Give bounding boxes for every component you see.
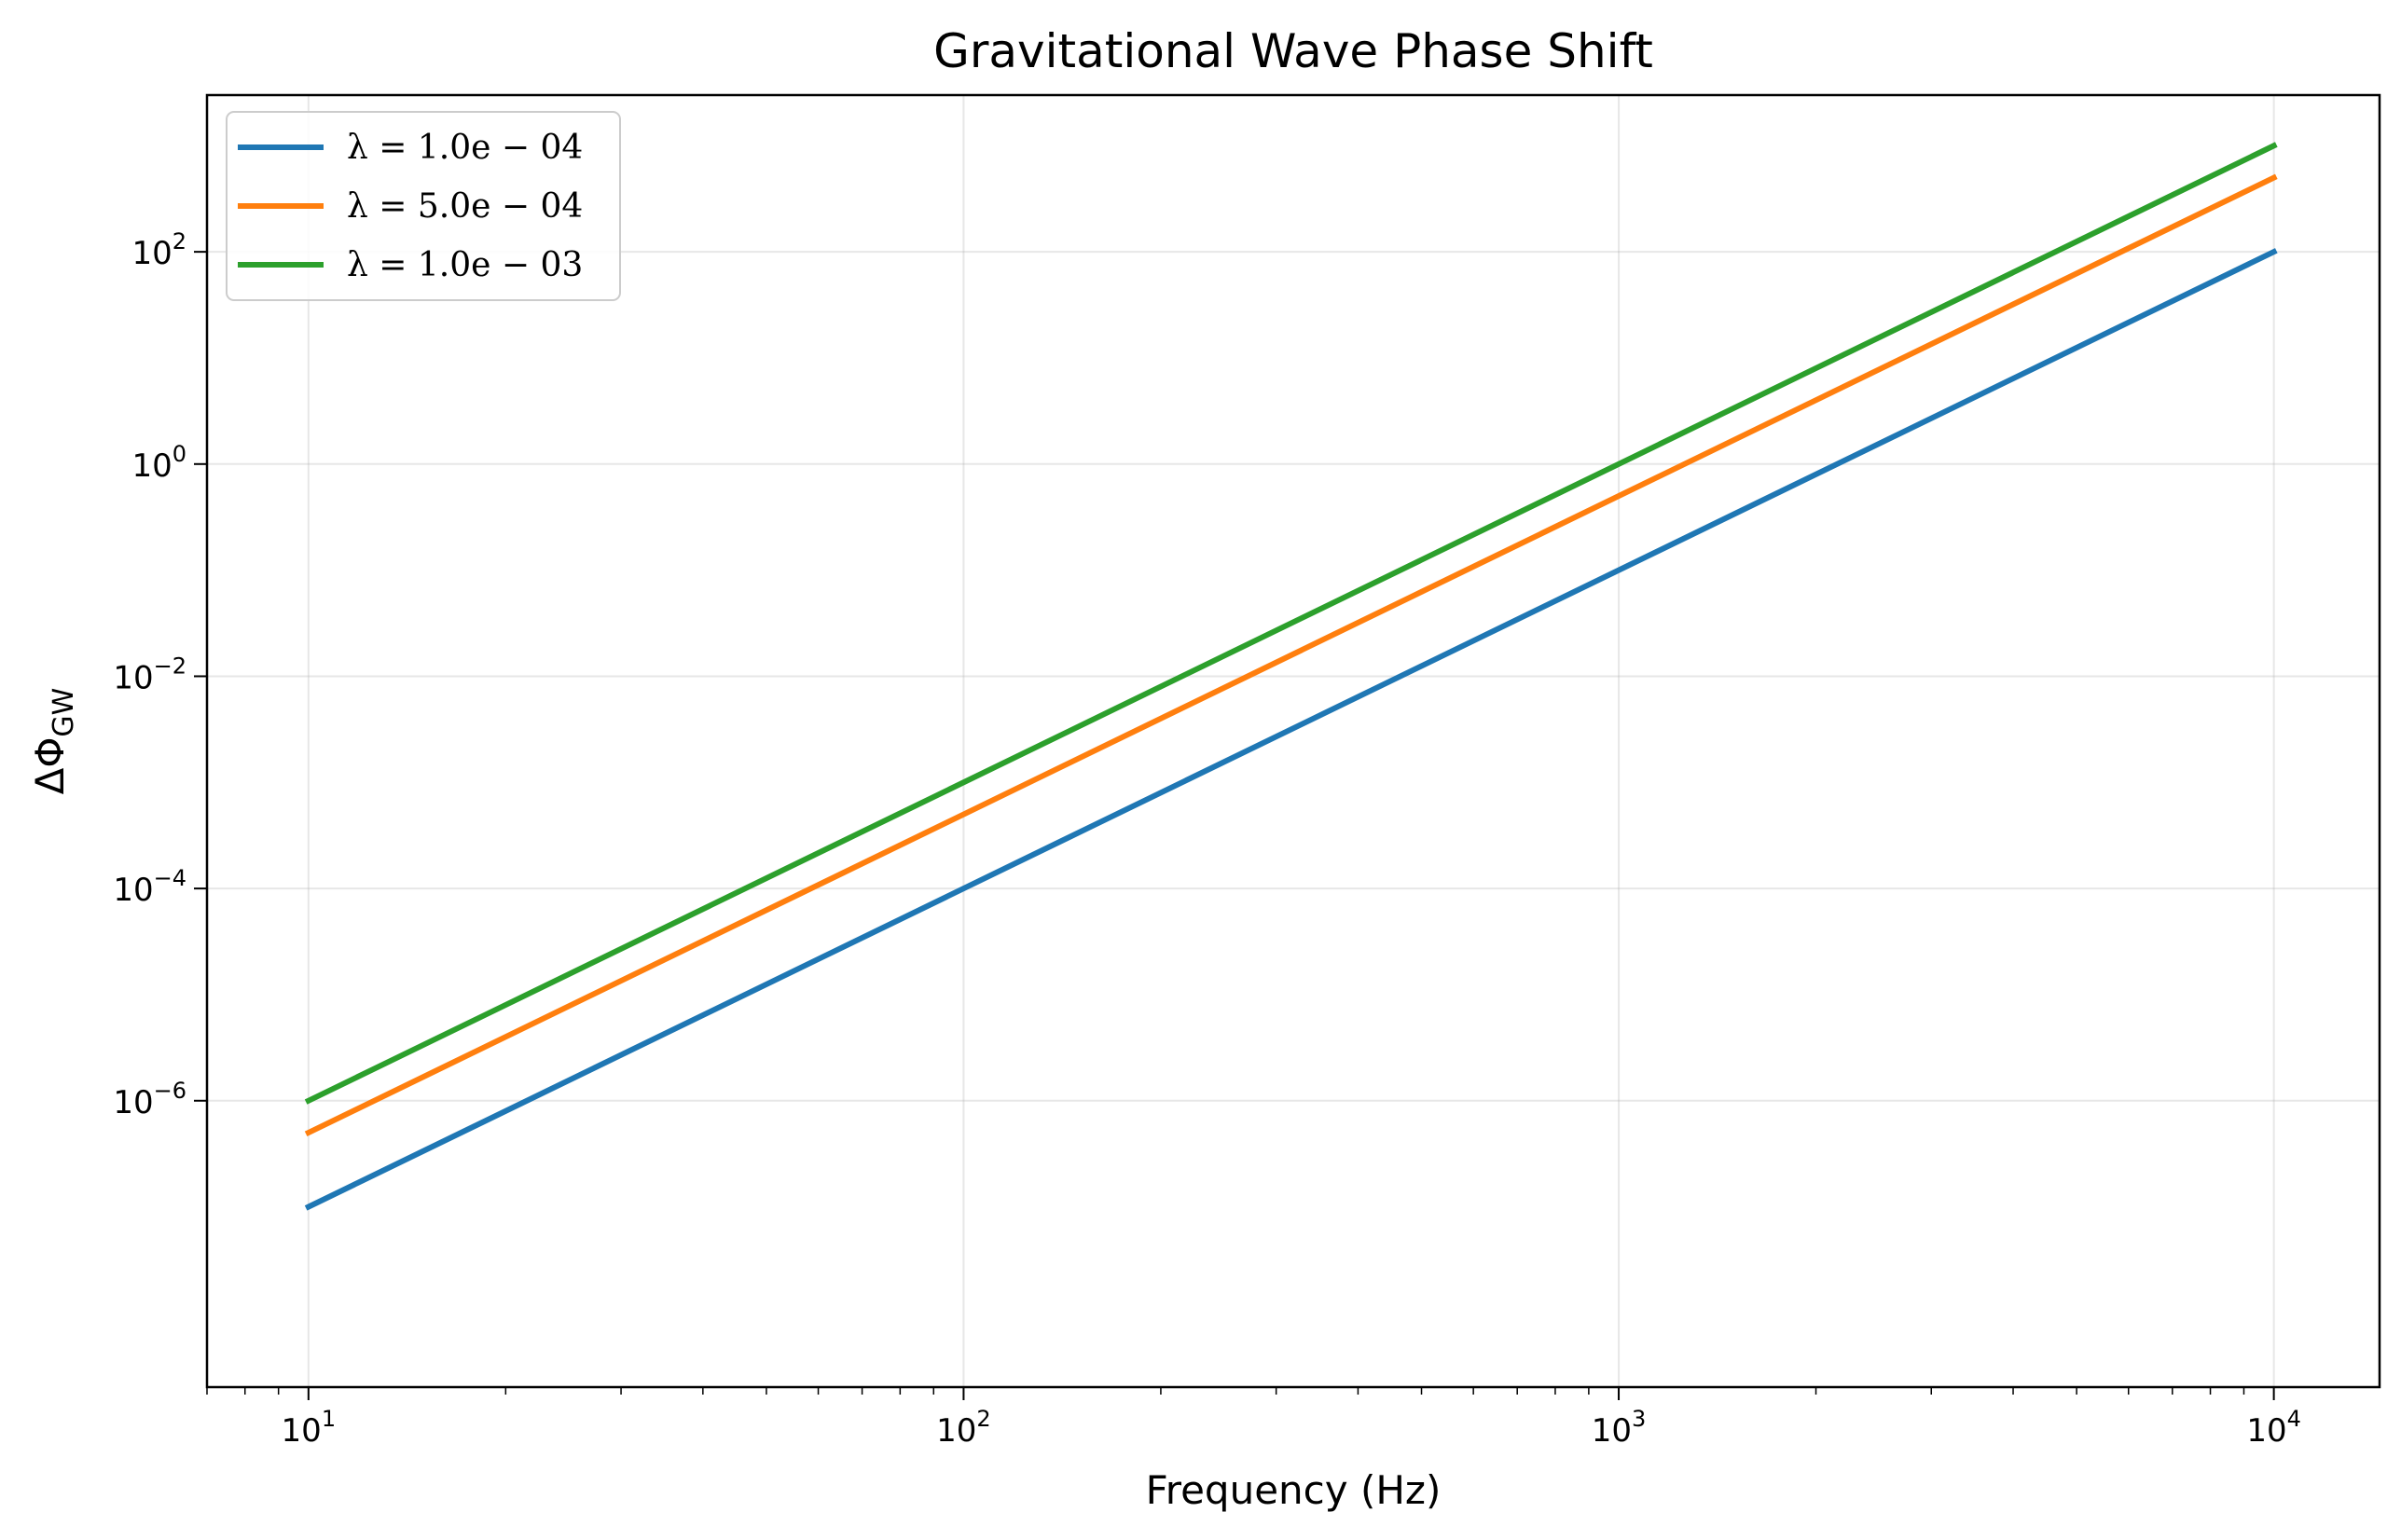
x-tick-exponent: 1	[322, 1406, 336, 1432]
series-lines	[304, 142, 2278, 1211]
x-tick-base: 10	[2246, 1412, 2286, 1450]
x-tick-label: 102	[936, 1406, 991, 1450]
y-tick-base: 10	[113, 1084, 153, 1121]
x-tick-label: 104	[2246, 1406, 2301, 1450]
y-tick-exponent: −6	[154, 1078, 186, 1104]
y-axis-label-symbol: ΔΦ	[27, 737, 73, 795]
y-tick-exponent: 0	[172, 441, 186, 467]
y-tick-base: 10	[131, 235, 172, 272]
legend-label-1: λ = 1.0e − 04	[347, 129, 583, 167]
x-tick-exponent: 4	[2287, 1406, 2301, 1432]
legend-label-2: λ = 5.0e − 04	[347, 187, 583, 226]
y-tick-base: 10	[113, 659, 153, 696]
y-tick-label: 100	[131, 441, 186, 485]
y-tick-label: 10−4	[113, 865, 186, 909]
series-line-1	[304, 248, 2278, 1211]
y-tick-exponent: −4	[154, 865, 186, 891]
x-tick-label: 103	[1592, 1406, 1647, 1450]
x-axis-ticks: 101 102 103 104	[282, 1387, 2301, 1450]
legend-box	[226, 111, 621, 301]
y-tick-base: 10	[113, 872, 153, 909]
legend: λ = 1.0e − 04 λ = 5.0e − 04 λ = 1.0e − 03	[226, 111, 621, 301]
y-tick-label: 10−6	[113, 1078, 186, 1121]
y-tick-base: 10	[131, 447, 172, 485]
series-line-2	[304, 173, 2278, 1137]
chart-title: Gravitational Wave Phase Shift	[933, 24, 1653, 78]
y-axis-label: ΔΦGW	[27, 688, 80, 795]
minor-ticks	[206, 1387, 2245, 1395]
y-axis-label-subscript: GW	[48, 688, 80, 737]
x-tick-base: 10	[282, 1412, 322, 1450]
y-tick-exponent: −2	[154, 653, 186, 679]
x-tick-label: 101	[282, 1406, 337, 1450]
legend-label-3: λ = 1.0e − 03	[347, 246, 583, 284]
x-tick-base: 10	[936, 1412, 976, 1450]
x-tick-exponent: 3	[1632, 1406, 1646, 1432]
y-tick-exponent: 2	[172, 228, 186, 254]
plot-frame	[205, 93, 2381, 1389]
x-axis-label: Frequency (Hz)	[1146, 1467, 1442, 1513]
y-tick-label: 10−2	[113, 653, 186, 696]
series-line-3	[304, 142, 2278, 1105]
x-tick-base: 10	[1592, 1412, 1632, 1450]
y-tick-label: 102	[131, 228, 186, 272]
x-tick-exponent: 2	[976, 1406, 990, 1432]
